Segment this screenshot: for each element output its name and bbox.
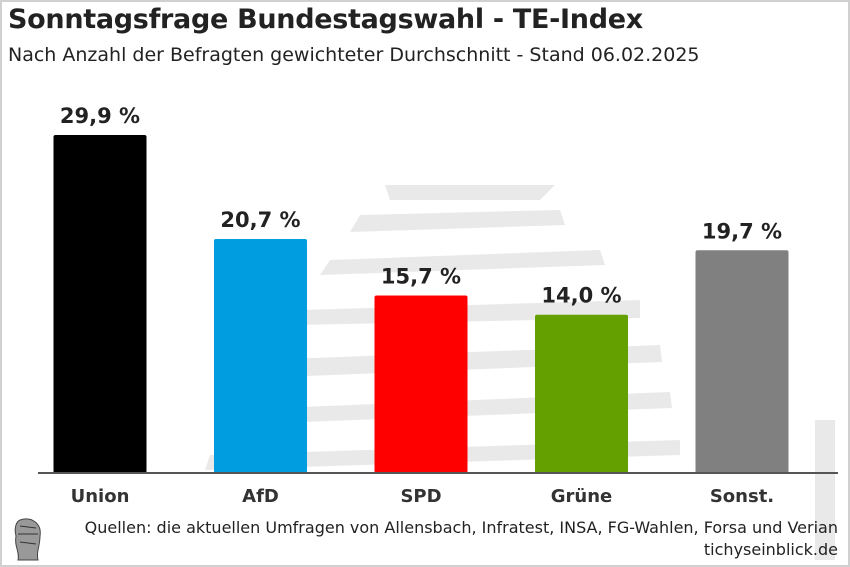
source-note: Quellen: die aktuellen Umfragen von Alle… xyxy=(84,518,838,537)
chart-subtitle: Nach Anzahl der Befragten gewichteter Du… xyxy=(8,44,700,66)
logo-icon xyxy=(14,518,41,561)
chart-title: Sonntagsfrage Bundestagswahl - TE-Index xyxy=(8,4,643,35)
data-label-4: 19,7 % xyxy=(702,219,782,243)
category-label-4: Sonst. xyxy=(710,486,774,507)
data-label-2: 15,7 % xyxy=(381,265,461,289)
data-label-0: 29,9 % xyxy=(60,104,140,128)
data-label-1: 20,7 % xyxy=(220,208,300,232)
bar-3 xyxy=(535,314,628,473)
bar-1 xyxy=(214,239,307,473)
category-label-1: AfD xyxy=(242,486,279,507)
data-label-3: 14,0 % xyxy=(541,284,621,308)
category-label-3: Grüne xyxy=(551,486,613,507)
category-label-0: Union xyxy=(71,486,130,507)
site-name: tichyseinblick.de xyxy=(703,540,838,559)
category-label-2: SPD xyxy=(400,486,441,507)
bar-2 xyxy=(374,295,468,473)
watermark xyxy=(205,185,835,560)
bar-0 xyxy=(53,135,147,473)
bar-4 xyxy=(695,250,789,473)
